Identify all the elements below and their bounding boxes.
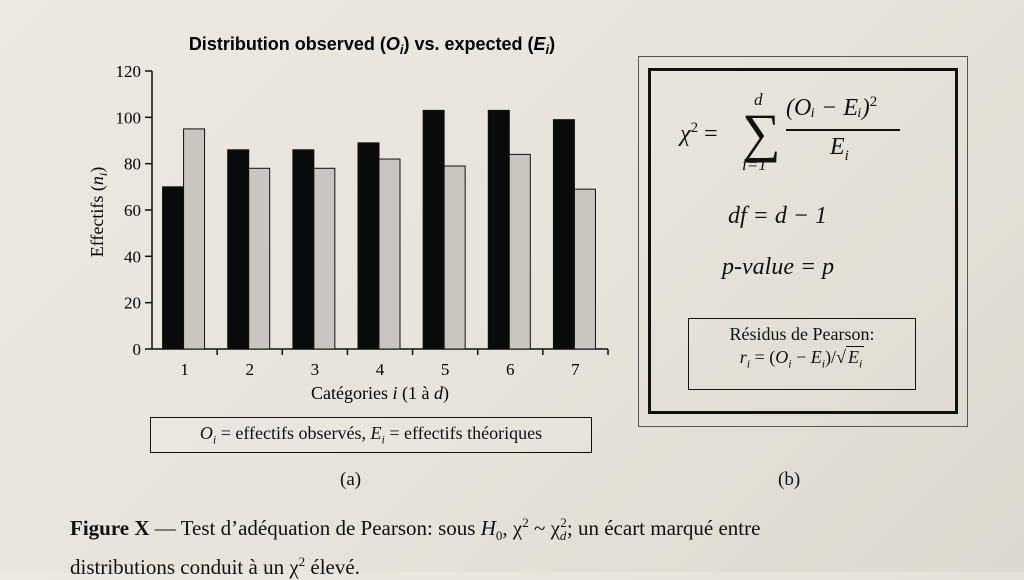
x-tick-label: 5 (441, 360, 450, 379)
chart-title: Distribution observed (Oi) vs. expected … (189, 34, 555, 57)
bar-observed (357, 142, 380, 350)
y-tick-label: 20 (124, 294, 141, 313)
y-tick-label: 40 (124, 247, 141, 266)
y-ticks: 0 20 40 60 80 100 120 (116, 62, 152, 359)
fraction-numerator: (Oᵢ − Eᵢ)2 (786, 94, 878, 121)
bar-observed (227, 149, 250, 350)
y-tick-label: 0 (133, 340, 142, 359)
x-tick-label: 1 (180, 360, 189, 379)
y-tick-label: 60 (124, 201, 141, 220)
chart-legend: Oi = effectifs observés, Ei = effectifs … (150, 417, 592, 453)
x-tick-label: 2 (245, 360, 254, 379)
panel-label-a: (a) (340, 469, 362, 490)
bar-observed (292, 149, 315, 350)
bar-expected (183, 128, 206, 350)
degrees-of-freedom: df = d − 1 (728, 203, 828, 229)
x-tick-label: 4 (376, 360, 385, 379)
bar-expected (508, 153, 531, 350)
bar-observed (552, 119, 575, 350)
panel-label-b: (b) (778, 469, 801, 490)
residuals-title: Résidus de Pearson: (729, 324, 875, 344)
fraction-bar (786, 129, 900, 131)
bar-expected (313, 167, 336, 350)
y-tick-label: 120 (116, 62, 142, 81)
pearson-residuals-box: Résidus de Pearson: ri = (Oi − Ei)/√ Ei (688, 318, 916, 390)
bar-expected (443, 165, 466, 350)
figure-caption: Figure X — Test d’adéquation de Pearson:… (70, 515, 761, 580)
bars (162, 109, 596, 350)
x-tick-label: 6 (506, 360, 515, 379)
formula-panel (648, 68, 958, 414)
bar-expected (573, 188, 596, 350)
x-tick-label: 7 (571, 360, 580, 379)
residuals-formula: ri = (Oi − Ei)/√ Ei (739, 346, 865, 371)
bar-expected (248, 167, 271, 350)
sum-symbol: ∑ (742, 103, 781, 163)
formula-panel-outer-frame (638, 56, 968, 427)
x-tick-label: 3 (311, 360, 320, 379)
chi-square-symbol: χ2 = (680, 120, 718, 147)
bar-observed (422, 109, 445, 350)
x-ticks: 1 2 3 4 5 6 7 (180, 349, 609, 379)
y-tick-label: 100 (116, 108, 142, 127)
sum-lower-limit: i=1 (742, 155, 767, 174)
bar-expected (378, 158, 401, 350)
y-tick-label: 80 (124, 155, 141, 174)
fraction-denominator: Ei (830, 134, 849, 164)
p-value: p-value = p (722, 254, 835, 280)
sum-upper-limit: d (754, 90, 763, 109)
bar-observed (487, 109, 510, 350)
bar-observed (162, 186, 185, 350)
y-axis-label: Effectifs (ni) (87, 167, 110, 257)
x-axis-label: Catégories i (1 à d) (311, 383, 449, 404)
